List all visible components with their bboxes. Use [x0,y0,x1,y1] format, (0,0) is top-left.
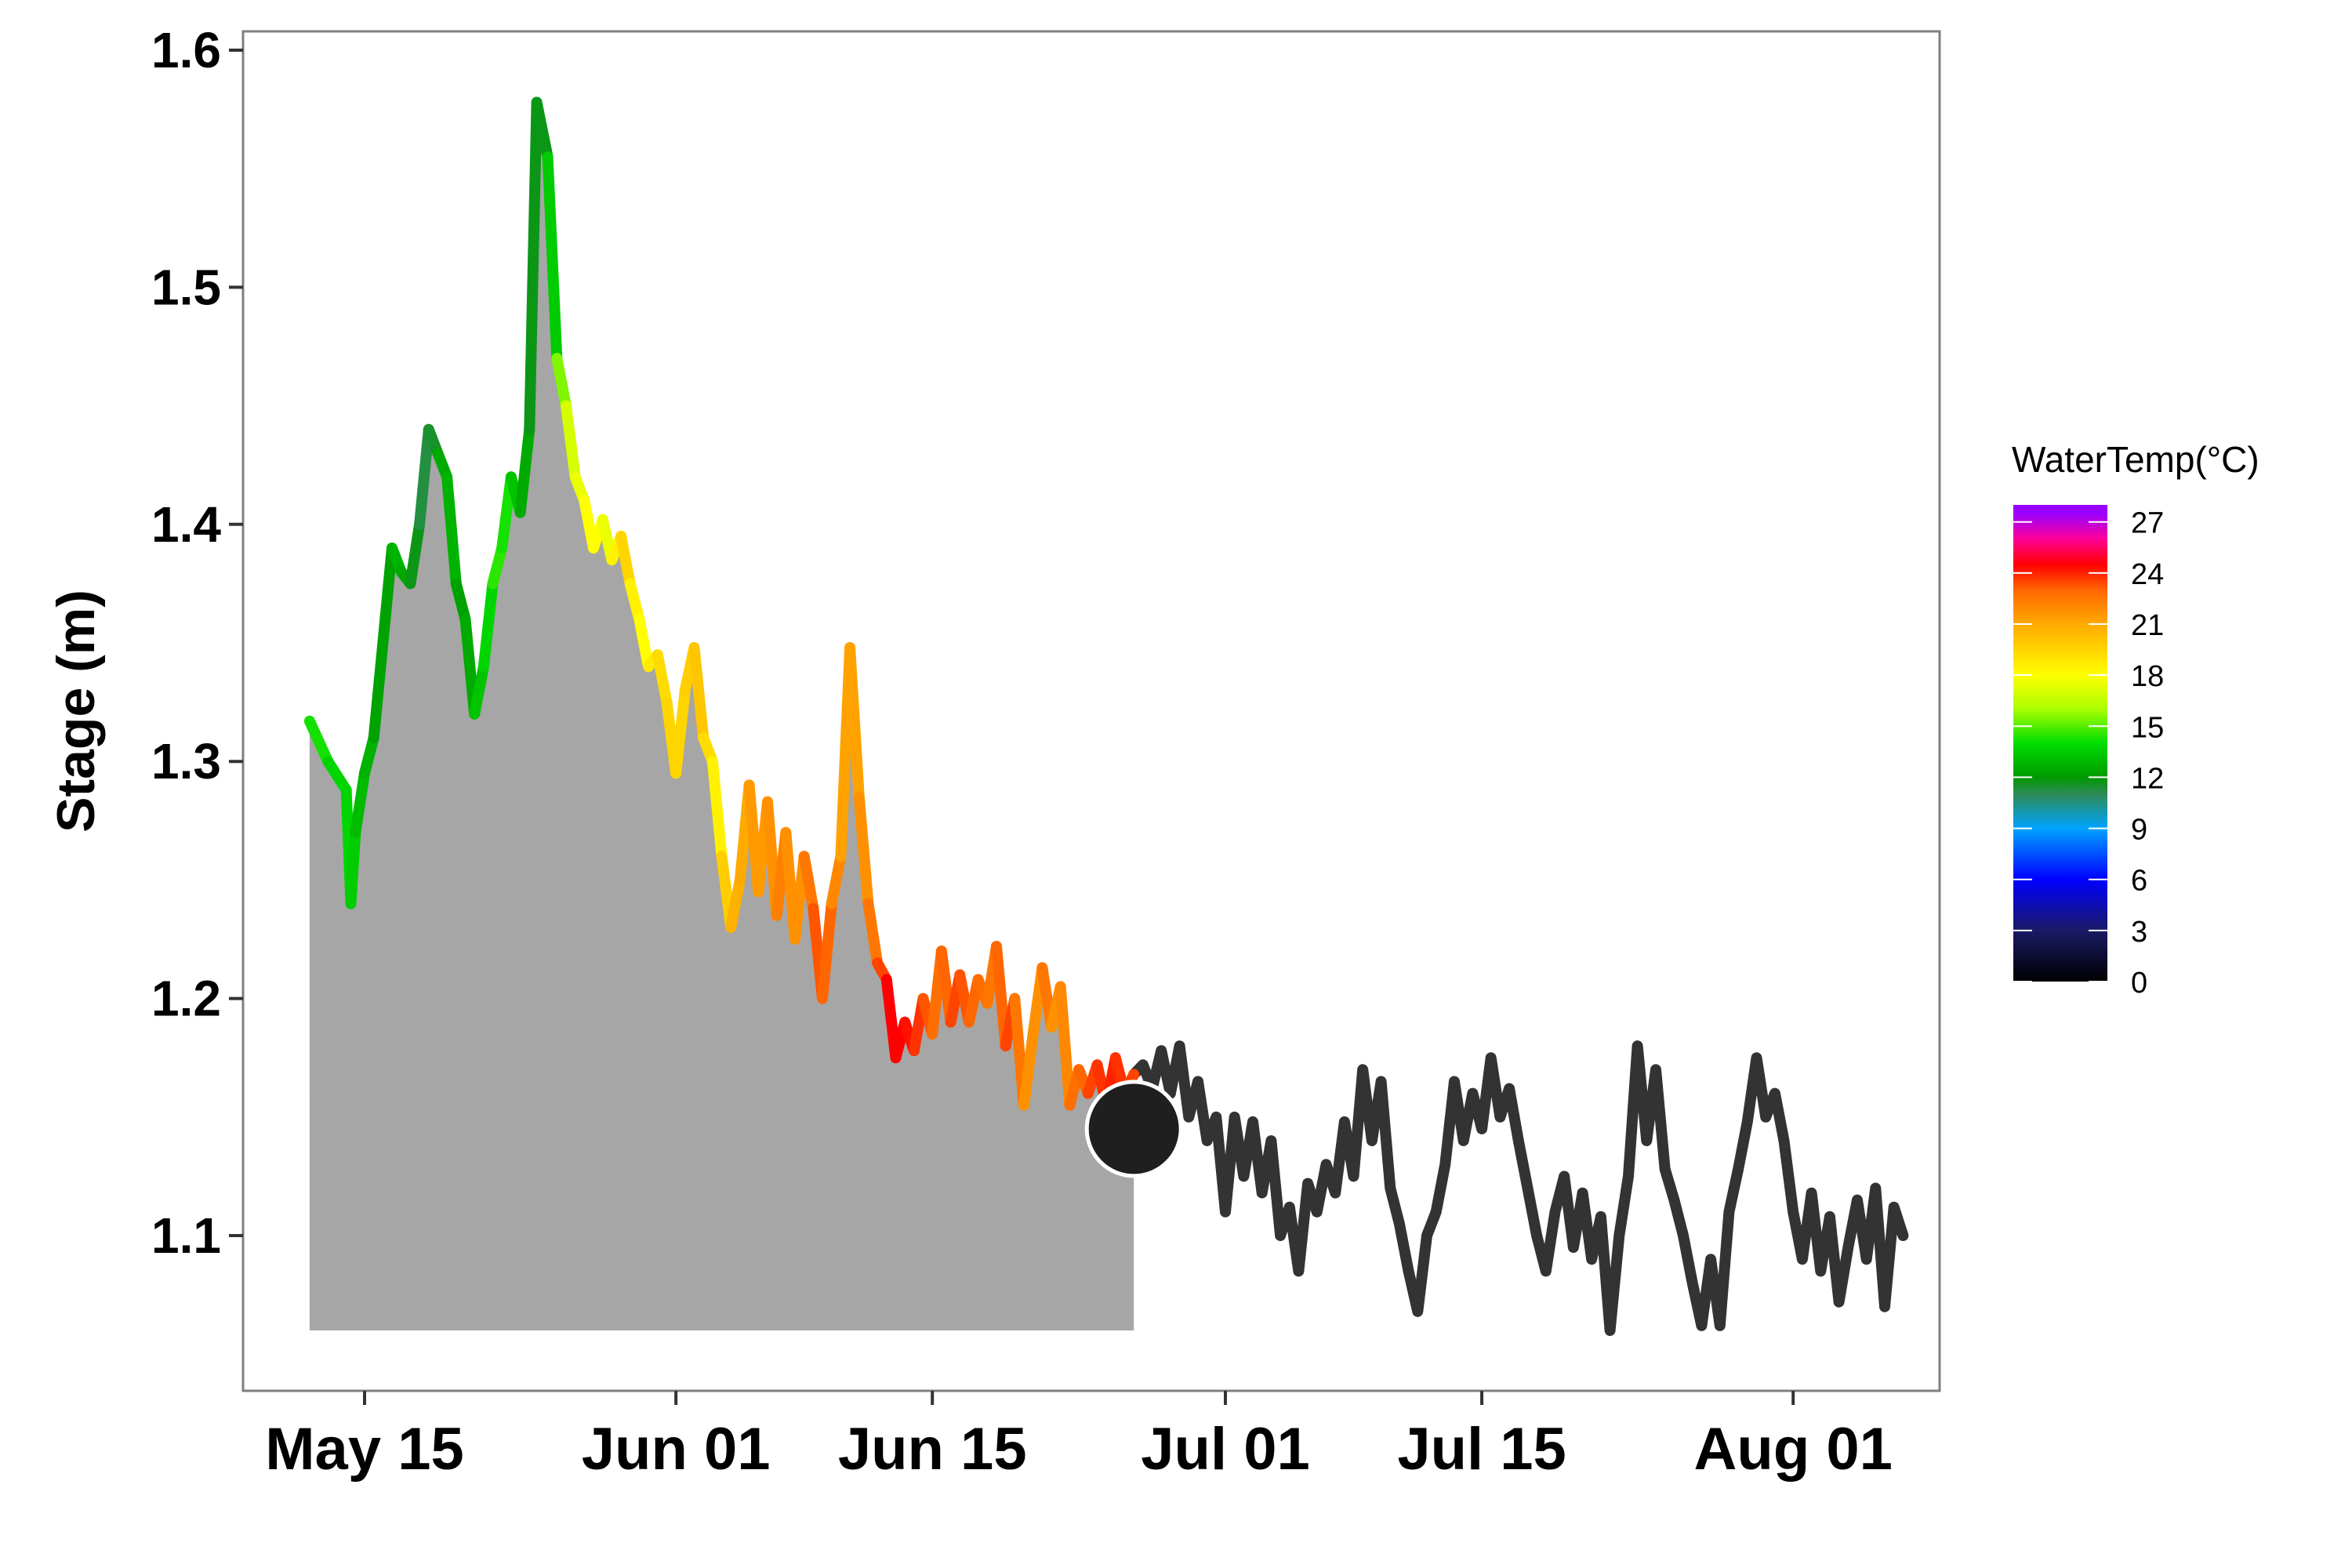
temperature-line-segment [561,400,581,483]
temperature-line-segment [542,151,563,365]
legend-tick-label: 3 [2131,916,2147,949]
temperature-line-segment [477,578,499,673]
legend-tick-label: 24 [2131,558,2164,591]
y-tick-label: 1.5 [151,259,221,315]
current-position-marker [1084,1080,1183,1178]
temperature-line-segment [688,642,710,743]
temperature-line-segment [469,661,489,720]
temperature-line-segment [1054,981,1076,1111]
temperature-line-segment [826,851,847,909]
y-tick-label: 1.4 [151,496,221,553]
y-axis-title: Stage (m) [46,590,106,833]
temperature-line-segment [450,578,471,625]
marker-layer [1084,1080,1183,1178]
temperature-line-segment [615,530,636,590]
temperature-line-segment [670,684,691,779]
temperature-line-segment [844,642,865,803]
y-tick-label: 1.1 [151,1207,221,1264]
legend-tick-label: 0 [2131,967,2147,1000]
temperature-line-segment [862,898,884,969]
temperature-line-segment [624,578,645,625]
temperature-line-segment [303,715,334,768]
legend-ticks: 0 3 6 9 12 15 18 21 24 27 [2013,507,2164,1000]
legend-tick-label: 15 [2131,711,2164,744]
dark-series-layer [1128,1040,1909,1336]
color-legend: WaterTemp(°C) 0 3 6 9 12 15 18 21 24 27 [2012,439,2259,1000]
temperature-series-layer [303,96,1140,1111]
y-tick-label: 1.3 [151,733,221,789]
temperature-line-segment [652,649,673,708]
temperature-line-segment [322,756,352,796]
legend-colorbar [2013,505,2107,982]
x-tick-label: Jun 15 [838,1416,1027,1483]
legend-tick-label: 18 [2131,660,2164,693]
temperature-line-segment [725,874,746,933]
legend-tick-label: 21 [2131,609,2164,642]
legend-tick-label: 12 [2131,762,2164,795]
temperature-line-segment [441,471,462,590]
x-tick-label: Jun 01 [582,1416,771,1483]
temperature-line-segment [853,791,874,909]
temperature-line-segment [551,353,572,412]
x-tick-label: Jul 15 [1397,1416,1566,1483]
legend-tick-label: 27 [2131,507,2164,540]
temperature-line-segment [414,423,434,530]
temperature-line-segment [487,543,508,590]
dark-series-line [1128,1040,1909,1336]
y-tick-label: 1.6 [151,22,221,78]
temperature-line-segment [706,756,728,862]
x-tick-label: Aug 01 [1694,1416,1893,1483]
y-axis: 1.1 1.2 1.3 1.4 1.5 1.6 [151,22,243,1264]
temperature-line-segment [524,96,543,435]
legend-tick-label: 6 [2131,865,2147,898]
x-axis: May 15 Jun 01 Jun 15 Jul 01 Jul 15 Aug 01 [265,1391,1893,1483]
temperature-line-segment [350,768,370,838]
temperature-line-segment [531,96,554,163]
legend-tick-label: 9 [2131,814,2147,847]
legend-title: WaterTemp(°C) [2012,439,2259,480]
temperature-line-segment [798,851,819,914]
temperature-line-segment [345,826,361,909]
temperature-line-segment [633,613,655,673]
temperature-line-segment [377,543,397,648]
temperature-line-segment [368,637,389,743]
temperature-line-segment [817,898,837,1004]
temperature-line-segment [405,518,426,590]
y-tick-label: 1.2 [151,971,221,1027]
temperature-line-segment [514,423,535,518]
temperature-line-segment [359,732,379,779]
temperature-line-segment [1018,1029,1039,1111]
x-tick-label: Jul 01 [1141,1416,1309,1483]
x-tick-label: May 15 [265,1416,464,1483]
